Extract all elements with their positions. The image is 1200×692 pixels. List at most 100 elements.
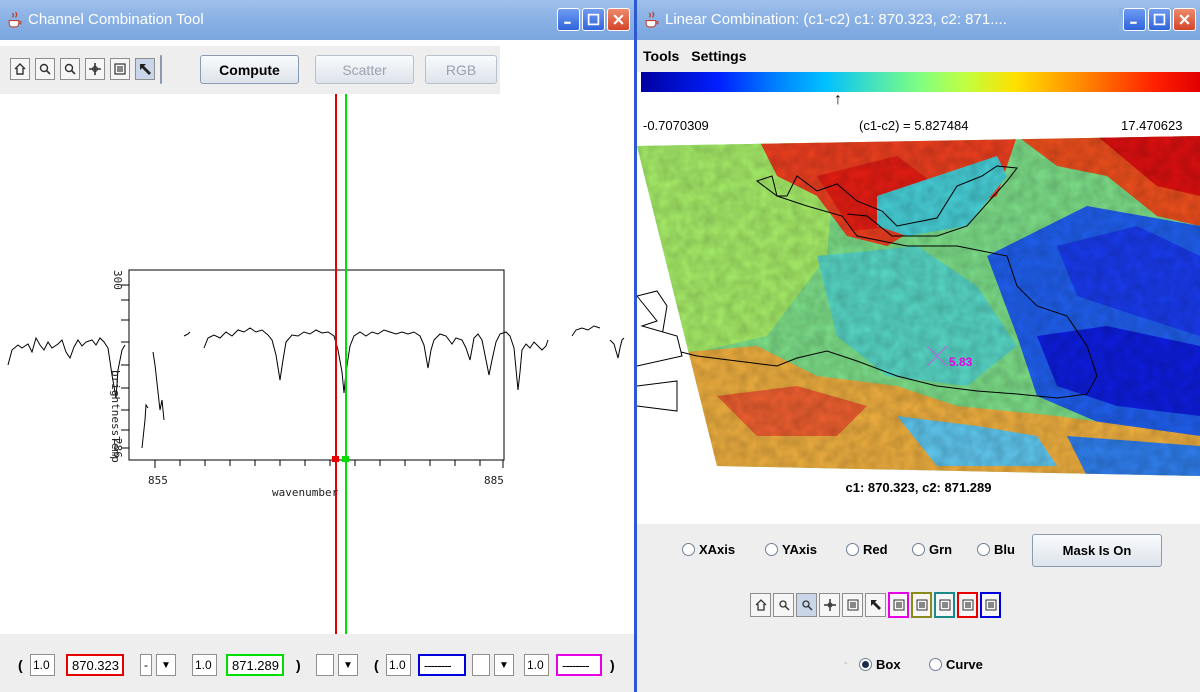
channel-combination-window: Channel Combination Tool [0, 0, 634, 692]
operator-2-field[interactable] [316, 654, 334, 676]
radio-xaxis[interactable]: XAxis [682, 542, 735, 557]
radio-curve[interactable]: Curve [929, 657, 983, 672]
coefficient-3-field[interactable]: 1.0 [386, 654, 411, 676]
select-box-icon [114, 63, 126, 75]
menu-bar: Tools Settings [637, 40, 1200, 72]
map-home-button[interactable] [750, 593, 771, 617]
radio-yaxis[interactable]: YAxis [765, 542, 817, 557]
home-tool-button[interactable] [10, 58, 30, 80]
close-button[interactable] [1173, 8, 1196, 31]
channel-1-field[interactable]: 870.323 [66, 654, 124, 676]
formula-close-paren-1: ) [296, 657, 301, 673]
controls-panel: XAxis YAxis Red Grn Blu Mask Is On [637, 524, 1200, 692]
rgb-button[interactable]: RGB [425, 55, 497, 84]
radio-yaxis-label: YAxis [782, 542, 817, 557]
pointer-icon [140, 64, 151, 75]
home-icon [755, 599, 766, 611]
channel-2-field[interactable]: 871.289 [226, 654, 284, 676]
maximize-button[interactable] [582, 8, 605, 31]
operator-3-field[interactable] [472, 654, 490, 676]
zoom-in-tool-button[interactable] [35, 58, 55, 80]
radio-box[interactable]: Box [859, 657, 901, 672]
map-select-box-button[interactable] [842, 593, 863, 617]
maximize-icon [1153, 13, 1166, 26]
operator-1-field[interactable]: - [140, 654, 152, 676]
channel-4-field[interactable]: -------- [556, 654, 602, 676]
scatter-button[interactable]: Scatter [315, 55, 414, 84]
select-box-icon [916, 599, 927, 611]
close-icon [613, 14, 624, 25]
radio-dot [765, 543, 778, 556]
color-scale-pointer-icon: ↑ [834, 91, 842, 108]
radio-dot-selected [859, 658, 872, 671]
zoom-out-tool-button[interactable] [60, 58, 80, 80]
home-icon [14, 63, 26, 75]
formula-close-paren-2: ) [610, 657, 615, 673]
red-selector-button[interactable] [957, 592, 978, 618]
coastline [637, 165, 1098, 399]
select-box-icon [847, 599, 858, 611]
coefficient-4-field[interactable]: 1.0 [524, 654, 549, 676]
left-toolbar: Compute Scatter RGB [0, 46, 500, 94]
java-cup-icon [645, 11, 659, 28]
minimize-icon [1130, 21, 1137, 24]
map-caption: c1: 870.323, c2: 871.289 [845, 480, 992, 495]
operator-2-dropdown[interactable]: ▼ [338, 654, 358, 676]
color-scale-bar[interactable] [641, 72, 1200, 92]
coefficient-1-field[interactable]: 1.0 [30, 654, 55, 676]
radio-box-label: Box [876, 657, 901, 672]
maximize-button[interactable] [1148, 8, 1171, 31]
radio-red[interactable]: Red [846, 542, 888, 557]
x-tick-855: 855 [148, 474, 168, 487]
olive-selector-button[interactable] [911, 592, 932, 618]
mask-toggle-button[interactable]: Mask Is On [1032, 534, 1162, 567]
select-box-icon [939, 599, 950, 611]
color-scale-min: -0.7070309 [643, 118, 709, 133]
color-scale-expression: (c1-c2) = 5.827484 [859, 118, 969, 133]
pointer-tool-button[interactable] [135, 58, 155, 80]
operator-1-dropdown[interactable]: ▼ [156, 654, 176, 676]
magenta-selector-button[interactable] [888, 592, 909, 618]
select-box-icon [985, 599, 996, 611]
radio-blue-label: Blu [994, 542, 1015, 557]
spectrum-curve [7, 336, 126, 399]
teal-selector-button[interactable] [934, 592, 955, 618]
zoom-out-icon [801, 600, 813, 611]
channel1-marker-handle [332, 456, 339, 462]
pan-tool-button[interactable] [85, 58, 105, 80]
linear-combination-map[interactable]: 5.83 [637, 136, 1200, 476]
radio-green[interactable]: Grn [912, 542, 952, 557]
select-box-tool-button[interactable] [110, 58, 130, 80]
menu-settings[interactable]: Settings [691, 48, 747, 64]
window-divider [634, 0, 637, 692]
spectrum-plot-area[interactable]: brightnessTemp 300 286 855 885 wavenumbe… [0, 94, 634, 634]
map-zoom-out-button[interactable] [796, 593, 817, 617]
chevron-down-icon: ▼ [499, 659, 509, 671]
coefficient-2-field[interactable]: 1.0 [192, 654, 217, 676]
radio-dot [929, 658, 942, 671]
select-box-icon [962, 599, 973, 611]
chevron-down-icon: ▼ [343, 659, 353, 671]
channel-3-field[interactable]: -------- [418, 654, 466, 676]
left-title-bar[interactable]: Channel Combination Tool [0, 0, 634, 40]
map-pan-button[interactable] [819, 593, 840, 617]
zoom-in-icon [39, 63, 51, 75]
map-zoom-in-button[interactable] [773, 593, 794, 617]
radio-blue[interactable]: Blu [977, 542, 1015, 557]
channel2-marker-handle [342, 456, 349, 462]
y-tick-300: 300 [111, 270, 124, 290]
compute-button[interactable]: Compute [200, 55, 299, 84]
map-pointer-button[interactable] [865, 593, 886, 617]
mode-prefix: - [844, 657, 848, 669]
close-button[interactable] [607, 8, 630, 31]
linear-combination-formula-bar: ( 1.0 870.323 - ▼ 1.0 871.289 ) ▼ ( 1.0 … [0, 634, 634, 692]
zoom-out-icon [64, 63, 76, 75]
menu-tools[interactable]: Tools [643, 48, 680, 64]
right-title-bar[interactable]: Linear Combination: (c1-c2) c1: 870.323,… [637, 0, 1200, 40]
radio-curve-label: Curve [946, 657, 983, 672]
probe-crosshair [926, 345, 948, 367]
blue-selector-button[interactable] [980, 592, 1001, 618]
minimize-button[interactable] [557, 8, 580, 31]
minimize-button[interactable] [1123, 8, 1146, 31]
operator-3-dropdown[interactable]: ▼ [494, 654, 514, 676]
